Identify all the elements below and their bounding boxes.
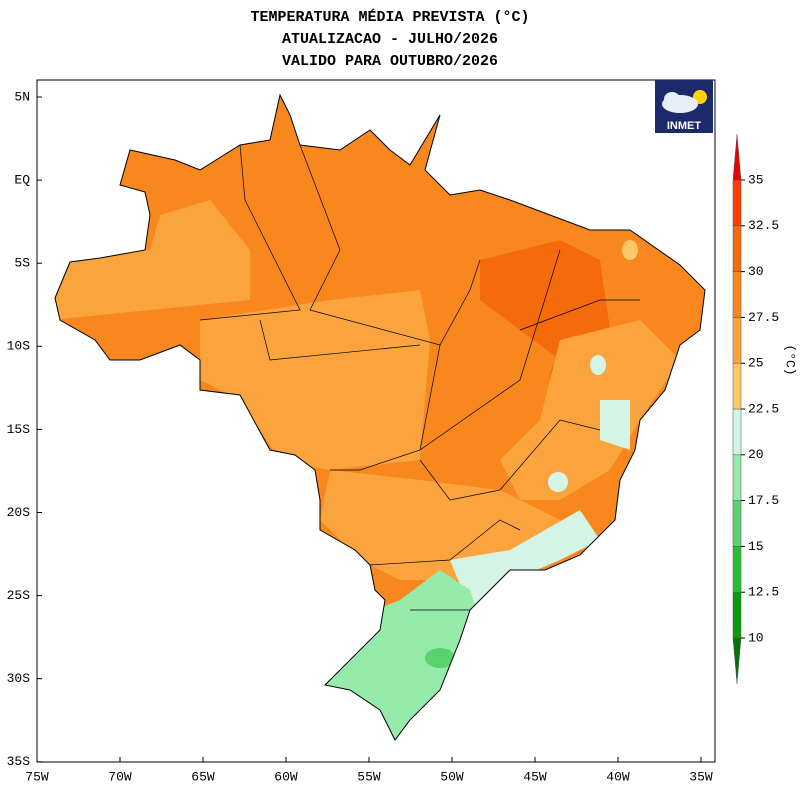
lon-label: 65W bbox=[191, 769, 215, 784]
lat-label: 10S bbox=[7, 339, 31, 354]
title-line: TEMPERATURA MÉDIA PREVISTA (°C) bbox=[250, 8, 529, 26]
lat-label: 20S bbox=[7, 505, 31, 520]
colorbar-label: 32.5 bbox=[748, 218, 779, 233]
lon-label: 50W bbox=[440, 769, 464, 784]
colorbar-segment bbox=[732, 317, 742, 364]
lon-label: 55W bbox=[357, 769, 381, 784]
lat-label: EQ bbox=[14, 173, 30, 188]
lon-label: 35W bbox=[689, 769, 713, 784]
lat-label: 5N bbox=[14, 89, 30, 104]
lon-label: 70W bbox=[108, 769, 132, 784]
colorbar-over bbox=[732, 134, 742, 181]
lat-label: 15S bbox=[7, 422, 31, 437]
colorbar-segment bbox=[732, 546, 742, 593]
colorbar-segment bbox=[732, 591, 742, 639]
colorbar-segment bbox=[732, 408, 742, 456]
colorbar-label: 27.5 bbox=[748, 310, 779, 325]
colorbar-segment bbox=[732, 271, 742, 318]
colorbar-label: 15 bbox=[748, 539, 764, 554]
colorbar-label: 10 bbox=[748, 630, 764, 645]
logo-text: INMET bbox=[667, 120, 702, 132]
colorbar-segment bbox=[732, 454, 742, 501]
colorbar-label: 35 bbox=[748, 172, 764, 187]
colorbar-label: 30 bbox=[748, 264, 764, 279]
lat-label: 35S bbox=[7, 754, 31, 769]
colorbar-label: 25 bbox=[748, 356, 764, 371]
lon-label: 75W bbox=[25, 769, 49, 784]
colorbar-segment bbox=[732, 179, 742, 227]
lon-label: 40W bbox=[606, 769, 630, 784]
colorbar-label: 12.5 bbox=[748, 585, 779, 600]
colorbar-segment bbox=[732, 225, 742, 272]
lat-label: 25S bbox=[7, 588, 31, 603]
colorbar-label: 22.5 bbox=[748, 401, 779, 416]
lat-label: 5S bbox=[14, 256, 30, 271]
colorbar-segment bbox=[732, 500, 742, 547]
title-line: ATUALIZACAO - JULHO/2026 bbox=[282, 31, 498, 48]
inmet-logo: INMET bbox=[655, 80, 713, 133]
lon-label: 60W bbox=[274, 769, 298, 784]
lat-label: 30S bbox=[7, 671, 31, 686]
colorbar-label: 20 bbox=[748, 447, 764, 462]
state-borders bbox=[199, 144, 640, 611]
colorbar-segment bbox=[732, 362, 742, 410]
colorbar-label: 17.5 bbox=[748, 493, 779, 508]
colorbar-unit: (°C) bbox=[783, 344, 798, 375]
colorbar-under bbox=[732, 637, 742, 684]
title-line: VALIDO PARA OUTUBRO/2026 bbox=[282, 53, 498, 70]
lon-label: 45W bbox=[523, 769, 547, 784]
